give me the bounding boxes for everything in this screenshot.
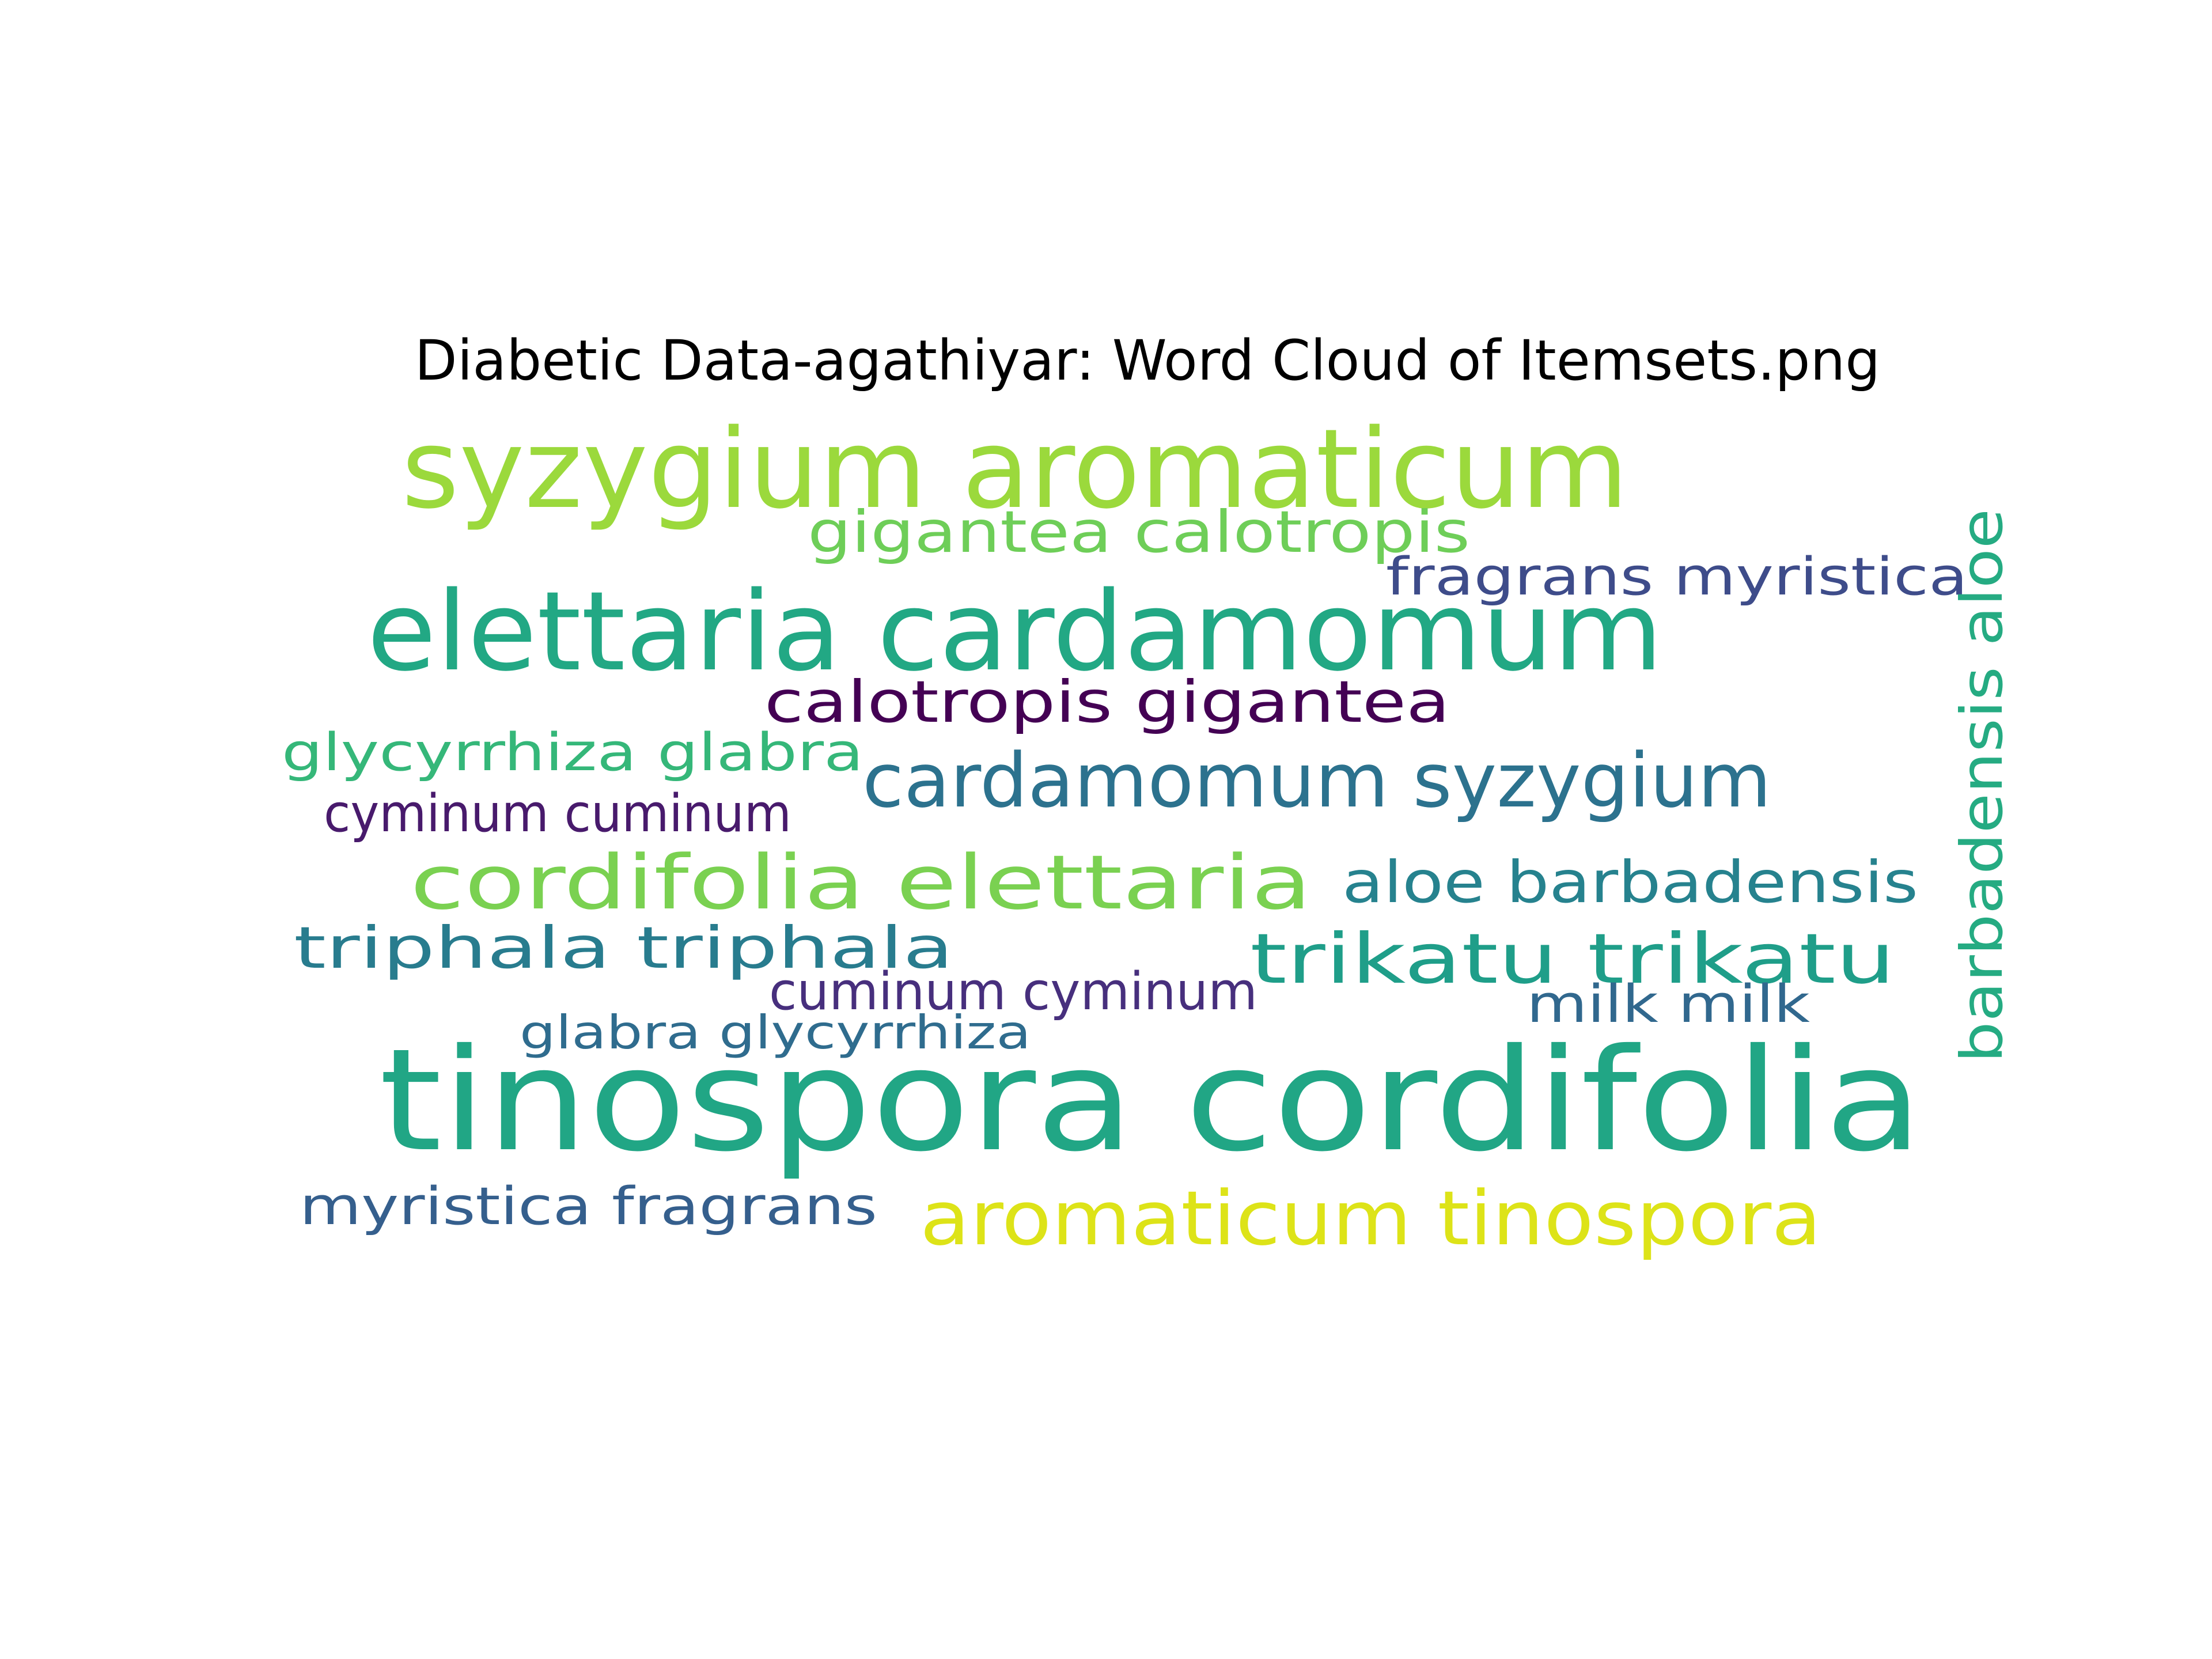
word-cloud-word: calotropis gigantea bbox=[764, 668, 1450, 736]
word-cloud-word: cyminum cuminum bbox=[324, 783, 791, 844]
chart-title: Diabetic Data-agathiyar: Word Cloud of I… bbox=[414, 328, 1881, 393]
word-cloud-word: aromaticum tinospora bbox=[920, 1175, 1821, 1262]
word-cloud-word: gigantea calotropis bbox=[808, 498, 1470, 566]
word-cloud-word: fragrans myristica bbox=[1386, 547, 1968, 607]
word-cloud-word: syzygium aromaticum bbox=[402, 406, 1628, 533]
word-cloud-word: cardamomum syzygium bbox=[862, 737, 1771, 824]
word-cloud-word: cordifolia elettaria bbox=[410, 839, 1312, 926]
word-cloud-word: myristica fragrans bbox=[300, 1176, 877, 1237]
word-cloud-word: elettaria cardamomum bbox=[367, 568, 1663, 695]
word-cloud-word: cuminum cyminum bbox=[769, 961, 1257, 1022]
word-cloud-word: barbadensis aloe bbox=[1948, 509, 2016, 1063]
word-cloud-word: glycyrrhiza glabra bbox=[282, 722, 863, 783]
word-cloud-word: milk milk bbox=[1527, 974, 1810, 1035]
word-cloud-word: aloe barbadensis bbox=[1342, 849, 1918, 916]
word-cloud-word: tinospora cordifolia bbox=[379, 1018, 1923, 1183]
word-cloud-word: glabra glycyrrhiza bbox=[520, 1006, 1031, 1059]
word-cloud-word: trikatu trikatu bbox=[1250, 919, 1895, 999]
word-cloud-word: triphala triphala bbox=[294, 914, 953, 982]
